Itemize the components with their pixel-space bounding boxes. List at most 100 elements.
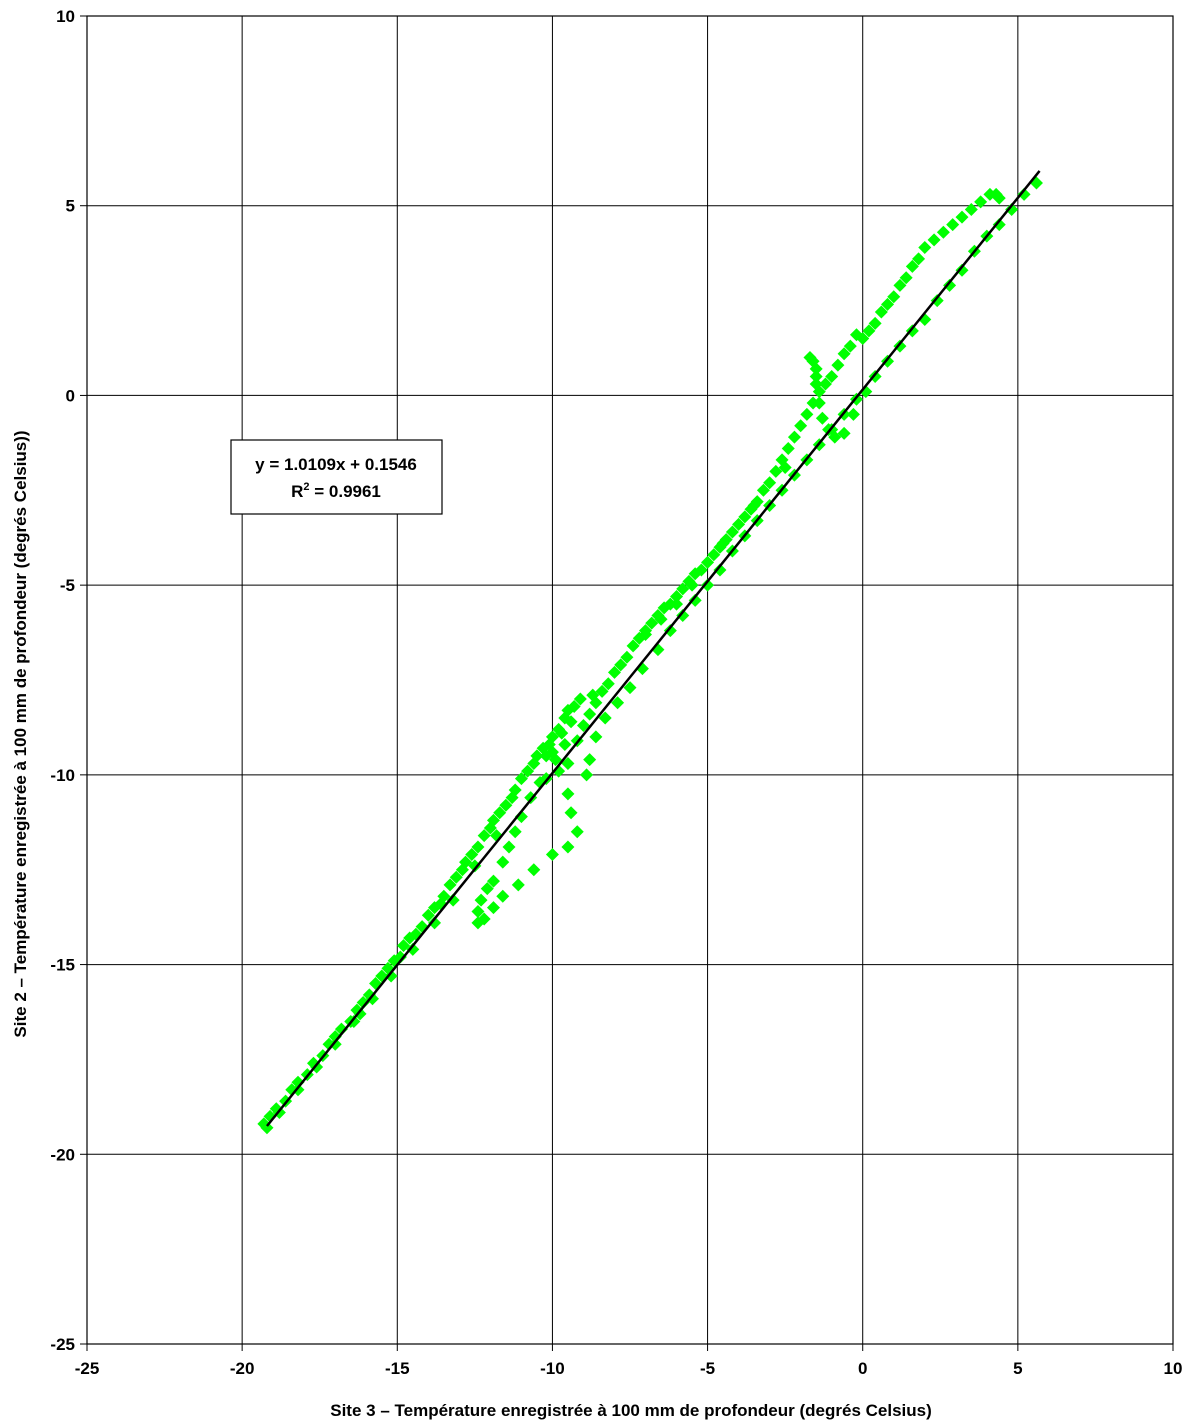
data-point: [676, 608, 690, 622]
data-point: [334, 1022, 348, 1036]
data-point: [570, 825, 584, 839]
y-tick-label: 0: [66, 386, 75, 405]
y-axis-label: Site 2 – Température enregistrée à 100 m…: [11, 430, 30, 1037]
x-tick-label: -20: [230, 1359, 255, 1378]
data-point: [670, 597, 684, 611]
data-point: [763, 476, 777, 490]
data-point: [787, 430, 801, 444]
data-point: [701, 578, 715, 592]
data-point: [502, 840, 516, 854]
data-point: [964, 203, 978, 217]
data-point: [471, 904, 485, 918]
data-point: [468, 859, 482, 873]
data-point: [614, 658, 628, 672]
data-point: [781, 442, 795, 456]
data-point: [437, 889, 451, 903]
data-point: [654, 612, 668, 626]
data-point: [486, 901, 500, 915]
data-point: [936, 225, 950, 239]
x-tick-label: 10: [1164, 1359, 1183, 1378]
data-point: [514, 810, 528, 824]
data-point: [474, 893, 488, 907]
data-point: [446, 893, 460, 907]
data-point: [530, 749, 544, 763]
data-point: [1029, 176, 1043, 190]
y-tick-label: 5: [66, 197, 75, 216]
y-tick-label: -15: [50, 956, 75, 975]
plot-area-frame: [86, 15, 1174, 1345]
data-point: [521, 764, 535, 778]
data-point: [912, 252, 926, 266]
data-point: [778, 461, 792, 475]
data-point: [601, 677, 615, 691]
equation-box: y = 1.0109x + 0.1546 R2 = 0.9961: [230, 439, 443, 515]
data-point: [573, 692, 587, 706]
data-point: [831, 358, 845, 372]
x-tick-label: 0: [858, 1359, 867, 1378]
tick-labels: -25 -20 -15 -10 -5 0 5 10 10 5 0 -5 -10 -15 -20 -25: [50, 7, 1182, 1378]
data-point: [428, 916, 442, 930]
data-point: [496, 855, 510, 869]
data-point: [676, 582, 690, 596]
data-point: [480, 882, 494, 896]
data-point: [465, 848, 479, 862]
data-point: [905, 259, 919, 273]
data-point: [508, 825, 522, 839]
data-point: [809, 369, 823, 383]
data-point: [486, 813, 500, 827]
data-point: [421, 908, 435, 922]
data-point: [626, 639, 640, 653]
data-point: [527, 863, 541, 877]
data-point: [837, 426, 851, 440]
y-tick-label: -25: [50, 1335, 75, 1354]
data-point: [595, 684, 609, 698]
data-point: [561, 840, 575, 854]
data-point: [561, 756, 575, 770]
data-point: [800, 407, 814, 421]
data-point: [688, 593, 702, 607]
data-point: [747, 498, 761, 512]
data-point: [639, 627, 653, 641]
data-point: [881, 297, 895, 311]
data-point: [825, 369, 839, 383]
data-point: [974, 195, 988, 209]
data-point: [620, 650, 634, 664]
data-point: [567, 700, 581, 714]
data-point: [493, 806, 507, 820]
data-point: [365, 992, 379, 1006]
data-point: [992, 218, 1006, 232]
data-point: [1005, 203, 1019, 217]
data-point: [992, 191, 1006, 205]
data-point: [955, 210, 969, 224]
data-point: [645, 616, 659, 630]
data-point: [927, 233, 941, 247]
data-point: [499, 798, 513, 812]
data-point: [946, 218, 960, 232]
data-point: [583, 707, 597, 721]
data-point: [471, 840, 485, 854]
r-squared-text: R2 = 0.9961: [291, 481, 381, 501]
equation-text: y = 1.0109x + 0.1546: [255, 455, 417, 474]
data-point: [1017, 187, 1031, 201]
data-point: [943, 278, 957, 292]
data-point: [508, 783, 522, 797]
x-tick-label: -25: [75, 1359, 100, 1378]
data-point: [611, 696, 625, 710]
y-tick-label: 10: [56, 7, 75, 26]
x-axis-label: Site 3 – Température enregistrée à 100 m…: [330, 1401, 932, 1420]
data-point: [443, 878, 457, 892]
data-point: [738, 510, 752, 524]
data-point: [496, 889, 510, 903]
data-point: [586, 688, 600, 702]
trendline-layer: [265, 170, 1041, 1127]
data-point: [670, 590, 684, 604]
data-point: [685, 578, 699, 592]
trendline: [265, 170, 1041, 1127]
data-point: [713, 563, 727, 577]
data-point: [555, 726, 569, 740]
data-point: [561, 787, 575, 801]
data-point: [874, 305, 888, 319]
data-point: [356, 996, 370, 1010]
